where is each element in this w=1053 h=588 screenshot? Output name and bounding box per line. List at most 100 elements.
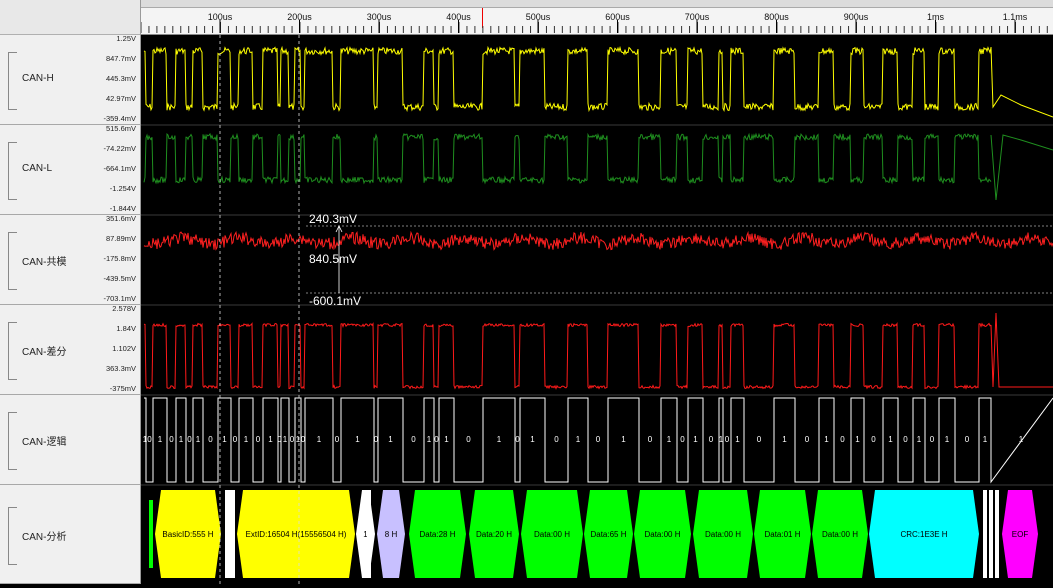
analysis-segment-label: 8 H bbox=[385, 530, 398, 539]
diff-waveform bbox=[143, 321, 992, 390]
analysis-segment-label: 1 bbox=[363, 530, 368, 539]
analysis-segment bbox=[409, 490, 466, 578]
ruler-label: 900us bbox=[844, 12, 869, 22]
analysis-segment-label: Data:20 H bbox=[476, 530, 512, 539]
scale-tick-label: -375mV bbox=[109, 384, 136, 393]
logic-bit-label: 0 bbox=[169, 435, 174, 444]
measure-delta-value: 840.5mV bbox=[309, 252, 357, 266]
logic-bit-label: 0 bbox=[466, 435, 471, 444]
stuff-bit-marker bbox=[230, 490, 235, 578]
logic-bit-label: 1 bbox=[576, 435, 581, 444]
logic-bit-label: 0 bbox=[434, 435, 439, 444]
channel-row[interactable]: CAN-共模 351.6mV 87.89mV -175.8mV -439.5mV -703… bbox=[0, 214, 140, 305]
can-h-waveform bbox=[143, 45, 992, 113]
logic-bit-label: 1 bbox=[983, 435, 988, 444]
logic-bit-label: 1 bbox=[222, 435, 227, 444]
logic-bit-label: 1 bbox=[782, 435, 787, 444]
logic-bit-label: 1 bbox=[317, 435, 322, 444]
time-ruler[interactable]: 100us 200us 300us 400us 500us 600us 700us 800us… bbox=[141, 0, 1053, 35]
scale-tick-label: -439.5mV bbox=[103, 274, 136, 283]
measure-upper-value: 240.3mV bbox=[309, 212, 357, 226]
channel-bracket bbox=[8, 52, 17, 110]
channel-name: CAN-L bbox=[22, 163, 53, 174]
logic-bit-label: 0 bbox=[335, 435, 340, 444]
measure-lower-value: -600.1mV bbox=[309, 294, 361, 308]
logic-bit-label: 0 bbox=[233, 435, 238, 444]
logic-bit-label: 1 bbox=[945, 435, 950, 444]
scale-tick-label: 1.25V bbox=[116, 34, 136, 43]
channel-row[interactable]: CAN-逻辑 bbox=[0, 395, 140, 485]
channel-name: CAN-逻辑 bbox=[22, 437, 67, 448]
logic-bit-label: 1 bbox=[530, 435, 535, 444]
measure-arrow bbox=[335, 225, 343, 233]
channel-bracket bbox=[8, 322, 17, 380]
logic-bit-label: 1 bbox=[621, 435, 626, 444]
waveform-area[interactable]: 240.3mV 840.5mV -600.1mV 1 0 1 0 1 0 1 0 1 0 1 0 1 0 1 0 1 0… bbox=[141, 35, 1053, 584]
logic-bit-label: 1 bbox=[735, 435, 740, 444]
scale-tick-label: 1.102V bbox=[112, 344, 136, 353]
ruler-label: 100us bbox=[208, 12, 233, 22]
logic-bit-label: 1 bbox=[158, 435, 163, 444]
logic-bit-label: 0 bbox=[596, 435, 601, 444]
logic-bit-label: 0 bbox=[147, 435, 152, 444]
analysis-segment-label: Data:28 H bbox=[419, 530, 455, 539]
logic-bit-label: 0 bbox=[903, 435, 908, 444]
channel-row[interactable]: CAN-分析 bbox=[0, 485, 140, 584]
channel-panel: CAN-H 1.25V 847.7mV 445.3mV 42.97mV -359.4mV C… bbox=[0, 0, 141, 584]
analysis-segment-label: Data:01 H bbox=[764, 530, 800, 539]
analysis-segment-label: EOF bbox=[1012, 530, 1029, 539]
logic-bit-label: 0 bbox=[187, 435, 192, 444]
ruler-label: 400us bbox=[446, 12, 471, 22]
scale-tick-label: 847.7mV bbox=[105, 54, 136, 63]
scale-tick-label: 1.84V bbox=[116, 324, 136, 333]
channel-name: CAN-共模 bbox=[22, 257, 67, 268]
logic-bit-label: 0 bbox=[930, 435, 935, 444]
stuff-bit-marker bbox=[225, 490, 230, 578]
logic-bit-label: 1 bbox=[196, 435, 201, 444]
logic-bit-label: 1 bbox=[143, 435, 148, 444]
scale-tick-label: -359.4mV bbox=[103, 114, 136, 123]
stuff-bit-marker bbox=[983, 490, 987, 578]
channel-name: CAN-差分 bbox=[22, 347, 67, 358]
stuff-bit-marker bbox=[989, 490, 993, 578]
logic-bit-label: 1 bbox=[444, 435, 449, 444]
scale-tick-label: 2.578V bbox=[112, 304, 136, 313]
logic-bit-label: 0 bbox=[709, 435, 714, 444]
ruler-label: 1ms bbox=[927, 12, 945, 22]
can-l-tail bbox=[990, 134, 1053, 201]
channel-bracket bbox=[8, 506, 17, 565]
channel-panel-header bbox=[0, 0, 140, 35]
logic-bit-label: 1 bbox=[268, 435, 273, 444]
logic-bit-label: 1 bbox=[497, 435, 502, 444]
can-l-waveform bbox=[143, 132, 992, 185]
ruler-label: 800us bbox=[764, 12, 789, 22]
analysis-segment bbox=[693, 490, 753, 578]
logic-bit-label: 0 bbox=[840, 435, 845, 444]
logic-bit-label: 0 bbox=[965, 435, 970, 444]
scale-tick-label: -74.22mV bbox=[103, 144, 136, 153]
time-cursor-marker[interactable] bbox=[482, 8, 483, 28]
can-h-tail bbox=[990, 46, 1053, 118]
analysis-segment-label: Data:00 H bbox=[822, 530, 858, 539]
channel-bracket bbox=[8, 142, 17, 200]
logic-bit-label: 1 bbox=[719, 435, 724, 444]
logic-bit-label: 1 bbox=[917, 435, 922, 444]
logic-bit-label: 1 bbox=[355, 435, 360, 444]
logic-bit-label: 1 bbox=[427, 435, 432, 444]
logic-bit-label: 0 bbox=[554, 435, 559, 444]
logic-bit-label: 1 bbox=[667, 435, 672, 444]
logic-bit-label: 0 bbox=[680, 435, 685, 444]
channel-row[interactable]: CAN-差分 2.578V 1.84V 1.102V 363.3mV -375mV bbox=[0, 304, 140, 395]
scale-tick-label: 351.6mV bbox=[105, 214, 136, 223]
overview-strip[interactable] bbox=[141, 0, 1053, 8]
logic-bit-label: 0 bbox=[805, 435, 810, 444]
analysis-segment bbox=[869, 490, 979, 578]
channel-row[interactable]: CAN-H 1.25V 847.7mV 445.3mV 42.97mV -359.4mV bbox=[0, 34, 140, 125]
scale-tick-label: -1.254V bbox=[109, 184, 136, 193]
logic-waveform bbox=[144, 397, 1053, 484]
analysis-segment bbox=[634, 490, 691, 578]
channel-row[interactable]: CAN-L 515.6mV -74.22mV -664.1mV -1.254V -1.84… bbox=[0, 124, 140, 215]
ruler-label: 600us bbox=[605, 12, 630, 22]
scale-tick-label: -664.1mV bbox=[103, 164, 136, 173]
